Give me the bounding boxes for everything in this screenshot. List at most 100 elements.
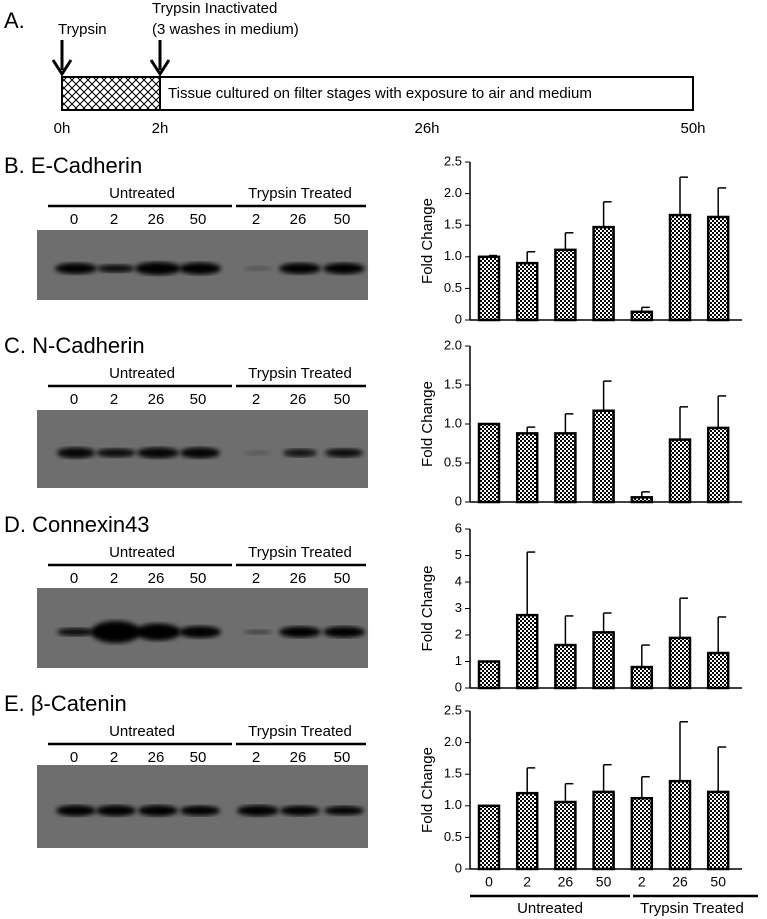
timeline: A. Trypsin Trypsin Inactivated (3 washes… (4, 0, 706, 137)
bar (477, 804, 501, 871)
band (56, 805, 96, 817)
culture-period (159, 76, 694, 111)
group-label: Trypsin Treated (248, 544, 352, 561)
x-tick-label: 2 (523, 874, 531, 890)
group-label: Trypsin Treated (640, 900, 744, 917)
bar (554, 248, 577, 322)
y-tick-label: 2.0 (444, 337, 462, 352)
lane-label: 2 (110, 391, 118, 408)
lane-label: 50 (334, 211, 351, 228)
time-tick: 50h (680, 120, 705, 137)
lane-label: 0 (70, 749, 78, 766)
group-label: Trypsin Treated (248, 185, 352, 202)
lane-label: 50 (334, 391, 351, 408)
lane-label: 26 (290, 570, 307, 587)
band (57, 447, 95, 459)
bar (515, 791, 539, 871)
bar (477, 660, 501, 690)
group-label: Untreated (109, 365, 175, 382)
group-label: Untreated (109, 723, 175, 740)
lane-label: 26 (148, 749, 165, 766)
panel-label: A. (4, 8, 25, 33)
lane-label: 26 (290, 391, 307, 408)
lane-label: 2 (252, 570, 260, 587)
y-tick-label: 4 (455, 573, 462, 588)
bar (630, 796, 654, 871)
lane-label: 2 (110, 570, 118, 587)
band (283, 448, 317, 457)
lane-label: 0 (70, 391, 78, 408)
group-label: Untreated (109, 185, 175, 202)
band (179, 626, 221, 638)
band (96, 805, 136, 817)
band (135, 623, 181, 641)
bar (706, 651, 730, 690)
lane-label: 26 (148, 570, 165, 587)
y-tick-label: 0 (455, 311, 462, 326)
y-tick-label: 2.5 (444, 153, 462, 168)
time-tick: 26h (414, 120, 439, 137)
bar (668, 636, 692, 690)
band (323, 263, 365, 274)
band (325, 448, 363, 458)
x-tick-label: 2 (638, 874, 646, 890)
x-tick-label: 50 (710, 874, 726, 890)
panel-label: E. β-Catenin (4, 691, 127, 716)
y-tick-label: 0.5 (444, 829, 462, 844)
group-label: Trypsin Treated (248, 365, 352, 382)
y-tick-label: 6 (455, 520, 462, 535)
y-axis-label: Fold Change (419, 747, 436, 833)
y-tick-label: 2.0 (444, 185, 462, 200)
band (180, 447, 220, 459)
band (137, 447, 179, 459)
band (138, 805, 178, 817)
bar (592, 631, 615, 690)
lane-label: 50 (334, 570, 351, 587)
band (237, 805, 279, 817)
band (135, 262, 181, 275)
lane-label: 50 (190, 391, 207, 408)
x-tick-label: 26 (558, 874, 574, 890)
y-tick-label: 3 (455, 600, 462, 615)
panel-label: C. N-Cadherin (4, 333, 145, 358)
band (91, 621, 141, 643)
panel-label: B. E-Cadherin (4, 153, 142, 178)
y-axis-label: Fold Change (419, 381, 436, 467)
bar (592, 409, 615, 504)
lane-label: 50 (190, 211, 207, 228)
bar (592, 790, 615, 871)
event-label: Trypsin Inactivated (152, 0, 277, 17)
y-tick-label: 0 (455, 493, 462, 508)
bar (706, 426, 730, 504)
group-label: Untreated (109, 544, 175, 561)
lane-label: 50 (190, 570, 207, 587)
band (179, 262, 221, 275)
time-tick: 0h (54, 120, 71, 137)
bar (630, 310, 654, 322)
panel-label: D. Connexin43 (4, 512, 150, 537)
band (57, 628, 95, 636)
band (324, 806, 364, 816)
event-label: Trypsin (58, 21, 107, 38)
bar (554, 800, 577, 871)
bar (630, 496, 654, 504)
bar (515, 432, 539, 504)
y-tick-label: 1.0 (444, 415, 462, 430)
y-tick-label: 2.0 (444, 734, 462, 749)
lane-label: 2 (110, 749, 118, 766)
band (323, 626, 365, 638)
bar (668, 213, 692, 322)
event-note: (3 washes in medium) (152, 21, 299, 38)
lane-label: 0 (70, 570, 78, 587)
x-tick-label: 0 (485, 874, 493, 890)
arrow-head (149, 59, 171, 77)
y-axis-label: Fold Change (419, 198, 436, 284)
group-label: Untreated (517, 900, 583, 917)
arrow-head (51, 59, 73, 77)
group-label: Trypsin Treated (248, 723, 352, 740)
band (244, 266, 272, 271)
lane-label: 26 (148, 211, 165, 228)
bar (668, 779, 692, 871)
y-tick-label: 1.5 (444, 766, 462, 781)
lane-label: 2 (110, 211, 118, 228)
